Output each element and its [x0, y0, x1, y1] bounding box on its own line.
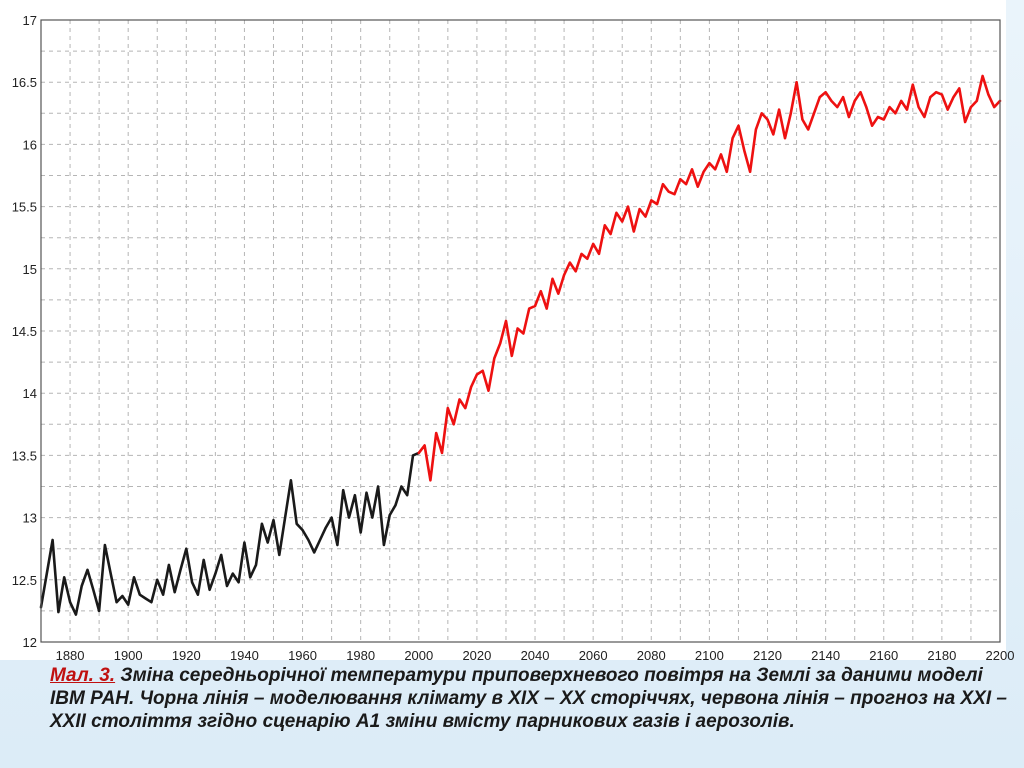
x-tick-label: 2140: [811, 648, 840, 660]
y-tick-label: 14.5: [12, 324, 37, 339]
x-tick-label: 1900: [114, 648, 143, 660]
y-axis-ticks: 12 12.5 13 13.5 14 14.5 15 15.5 16 16.5 17: [12, 13, 37, 650]
x-tick-label: 1980: [346, 648, 375, 660]
x-tick-label: 1920: [172, 648, 201, 660]
figure-label: Мал. 3.: [50, 665, 116, 686]
x-tick-label: 2040: [521, 648, 550, 660]
x-tick-label: 2120: [753, 648, 782, 660]
x-axis-ticks: 1880 1900 1920 1940 1960 1980 2000 2020 2040 2060…: [56, 648, 1015, 660]
y-tick-label: 13: [23, 511, 37, 526]
y-tick-label: 17: [23, 13, 37, 28]
x-tick-label: 2100: [695, 648, 724, 660]
y-tick-label: 12: [23, 635, 37, 650]
x-tick-label: 2020: [462, 648, 491, 660]
historical-series-line: [39, 451, 421, 616]
y-tick-label: 15: [23, 262, 37, 277]
series-lines: [39, 74, 1002, 616]
x-tick-label: 2060: [579, 648, 608, 660]
figure-caption: Мал. 3. Зміна середньорічної температури…: [50, 664, 1010, 733]
y-tick-label: 15.5: [12, 200, 37, 215]
x-tick-label: 1880: [56, 648, 85, 660]
x-tick-label: 2200: [986, 648, 1015, 660]
x-tick-label: 2180: [927, 648, 956, 660]
x-tick-label: 2000: [404, 648, 433, 660]
x-tick-label: 1960: [288, 648, 317, 660]
y-tick-label: 13.5: [12, 448, 37, 463]
x-tick-label: 2160: [869, 648, 898, 660]
y-tick-label: 16: [23, 137, 37, 152]
x-tick-label: 1940: [230, 648, 259, 660]
temperature-chart: 12 12.5 13 13.5 14 14.5 15 15.5 16 16.5 17 1880 190…: [11, 13, 1015, 660]
y-tick-label: 16.5: [12, 75, 37, 90]
forecast-series-line: [417, 74, 1002, 482]
y-tick-label: 14: [23, 386, 37, 401]
y-tick-label: 12.5: [12, 573, 37, 588]
x-tick-label: 2080: [637, 648, 666, 660]
plot-frame: [40, 19, 1001, 643]
figure-caption-text: Зміна середньорічної температури припове…: [50, 665, 1007, 732]
